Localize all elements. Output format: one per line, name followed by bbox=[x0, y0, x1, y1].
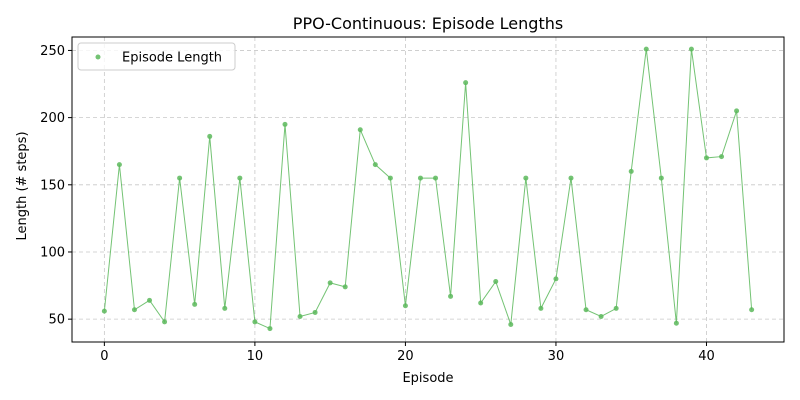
data-point bbox=[417, 175, 423, 181]
series-layer bbox=[101, 46, 755, 332]
data-point bbox=[147, 297, 153, 303]
data-point bbox=[749, 307, 755, 313]
data-point bbox=[463, 80, 469, 86]
y-tick-label: 50 bbox=[48, 313, 65, 328]
y-tick-label: 250 bbox=[40, 44, 65, 59]
x-axis-ticks: 0 10 20 30 40 bbox=[100, 342, 715, 364]
data-point bbox=[568, 175, 574, 181]
data-point bbox=[628, 168, 634, 174]
data-point bbox=[583, 307, 589, 313]
data-point bbox=[658, 175, 664, 181]
data-point bbox=[327, 280, 333, 286]
y-axis-ticks: 50 100 150 200 250 bbox=[40, 44, 72, 328]
data-point bbox=[433, 175, 439, 181]
legend-label: Episode Length bbox=[122, 51, 222, 66]
data-point bbox=[508, 322, 514, 328]
data-point bbox=[493, 279, 499, 285]
data-point bbox=[734, 108, 740, 114]
data-point bbox=[643, 46, 649, 52]
legend: Episode Length bbox=[77, 42, 236, 71]
legend-marker bbox=[95, 54, 101, 60]
x-tick-label: 40 bbox=[698, 349, 715, 364]
x-axis-label: Episode bbox=[402, 371, 453, 386]
data-point bbox=[297, 313, 303, 319]
data-point bbox=[116, 162, 122, 168]
data-point bbox=[402, 303, 408, 309]
y-tick-label: 200 bbox=[40, 111, 65, 126]
data-point bbox=[207, 133, 213, 139]
data-point bbox=[177, 175, 183, 181]
data-point bbox=[357, 127, 363, 133]
data-point bbox=[192, 301, 198, 307]
data-point bbox=[387, 175, 393, 181]
data-point bbox=[719, 154, 725, 160]
data-point bbox=[267, 326, 273, 332]
data-point bbox=[342, 284, 348, 290]
x-tick-label: 30 bbox=[548, 349, 565, 364]
data-point bbox=[538, 305, 544, 311]
data-point bbox=[282, 121, 288, 127]
data-point bbox=[448, 293, 454, 299]
data-point bbox=[688, 46, 694, 52]
data-point bbox=[131, 307, 137, 313]
data-point bbox=[252, 319, 258, 325]
y-axis-label: Length (# steps) bbox=[15, 131, 30, 240]
data-point bbox=[162, 319, 168, 325]
chart-title: PPO-Continuous: Episode Lengths bbox=[293, 14, 563, 33]
x-tick-label: 10 bbox=[247, 349, 264, 364]
data-point bbox=[101, 308, 107, 314]
data-point bbox=[478, 300, 484, 306]
data-point bbox=[372, 162, 378, 168]
data-point bbox=[613, 305, 619, 311]
data-point bbox=[703, 155, 709, 161]
data-point bbox=[553, 276, 559, 282]
data-point bbox=[673, 320, 679, 326]
y-tick-label: 100 bbox=[40, 245, 65, 260]
data-point bbox=[523, 175, 529, 181]
data-point bbox=[222, 305, 228, 311]
series-line bbox=[103, 49, 753, 330]
data-point bbox=[598, 313, 604, 319]
legend-box bbox=[77, 42, 236, 71]
grid-lines bbox=[72, 37, 784, 342]
plot-frame bbox=[71, 36, 785, 343]
data-point bbox=[312, 309, 318, 315]
y-tick-label: 150 bbox=[40, 178, 65, 193]
x-tick-label: 20 bbox=[397, 349, 414, 364]
data-point bbox=[237, 175, 243, 181]
x-tick-label: 0 bbox=[100, 349, 108, 364]
